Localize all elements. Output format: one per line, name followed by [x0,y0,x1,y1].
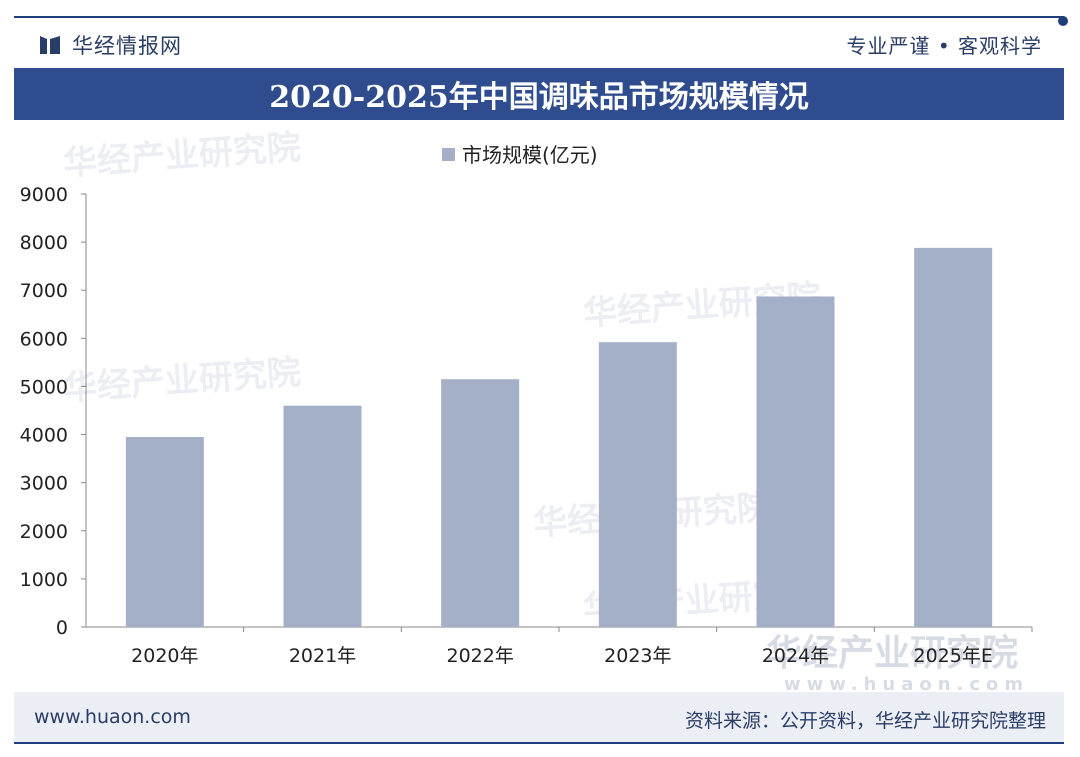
y-tick-label: 0 [56,617,68,639]
watermark-text: 华经产业研究院 [62,127,302,184]
bar [125,436,204,627]
bar [914,247,993,627]
chart-title: 2020-2025年中国调味品市场规模情况 [269,80,809,115]
y-tick-label: 1000 [20,569,68,591]
y-tick-label: 3000 [20,473,68,495]
bottom-rule [14,742,1064,744]
bar-chart: 华经产业研究院华经产业研究院华经产业研究院华经产业研究院华经产业研究院华经产业研… [20,127,1033,695]
bar [441,379,520,627]
legend: 市场规模(亿元) [442,143,598,167]
bar [598,342,677,627]
slogan: 专业严谨 • 客观科学 [846,34,1042,58]
y-tick-label: 2000 [20,521,68,543]
chart-title-bar: 2020-2025年中国调味品市场规模情况 [14,68,1064,120]
plot-area: 华经产业研究院华经产业研究院华经产业研究院华经产业研究院华经产业研究院华经产业研… [14,120,1064,695]
watermark-layer: 华经产业研究院华经产业研究院华经产业研究院华经产业研究院华经产业研究院华经产业研… [62,127,1029,695]
footer-site: www.huaon.com [34,706,191,728]
y-tick-label: 6000 [20,328,68,350]
watermark-text: 华经产业研究院 [766,633,1018,674]
y-tick-label: 9000 [20,184,68,206]
x-tick-label: 2022年 [446,645,513,667]
labels: 2020年 2021年 2022年 2023年 2024年 2025年E [131,645,993,667]
brand-logo-icon [40,36,60,54]
x-tick-label: 2024年 [762,645,829,667]
legend-label: 市场规模(亿元) [462,143,598,167]
axes: 0 1000 2000 3000 4000 5000 6000 7000 8000 9000 [20,184,1033,639]
footer-source: 资料来源：公开资料，华经产业研究院整理 [684,710,1046,732]
watermark-site: www.huaon.com [784,674,1029,692]
top-rule [14,16,1068,26]
y-tick-label: 8000 [20,232,68,254]
x-tick-label: 2021年 [289,645,356,667]
brand: 华经情报网 [38,30,182,60]
brand-name: 华经情报网 [72,34,182,58]
watermark-text: 华经产业研究院 [62,352,302,409]
x-tick-label: 2023年 [604,645,671,667]
x-tick-label: 2020年 [131,645,198,667]
y-tick-label: 7000 [20,280,68,302]
chart-card: 华经情报网 专业严谨 • 客观科学 2020-2025年中国调味品市场规模情况 … [14,12,1068,746]
bar [283,405,362,627]
y-tick-label: 4000 [20,425,68,447]
legend-swatch [442,148,455,161]
top-rule-dot [1058,16,1068,26]
bars [125,247,993,627]
x-tick-label: 2025年E [913,645,992,667]
footer: www.huaon.com 资料来源：公开资料，华经产业研究院整理 [14,692,1064,742]
y-tick-label: 5000 [20,376,68,398]
bar [756,296,835,627]
